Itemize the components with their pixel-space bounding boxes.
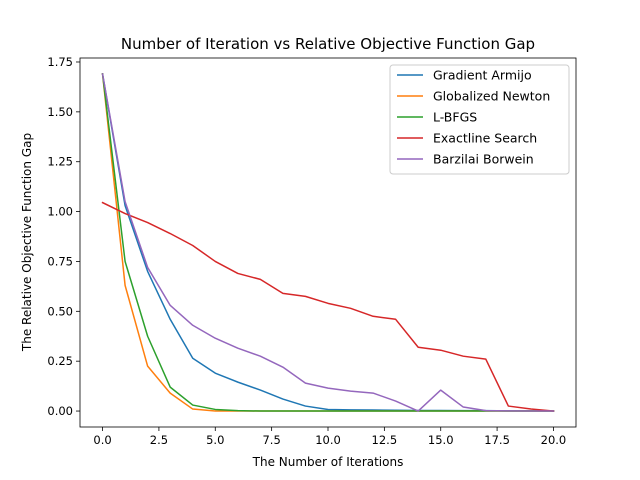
legend-label-0: Gradient Armijo bbox=[433, 68, 532, 83]
legend-label-1: Globalized Newton bbox=[433, 89, 550, 104]
y-axis-label: The Relative Objective Function Gap bbox=[20, 133, 34, 352]
series-lines bbox=[101, 73, 555, 412]
series-line-3 bbox=[101, 201, 555, 412]
legend-label-2: L-BFGS bbox=[433, 110, 477, 125]
y-tick-label: 1.75 bbox=[47, 55, 73, 69]
x-tick-label: 12.5 bbox=[372, 433, 398, 447]
y-axis-ticks: 0.00 0.25 0.50 0.75 1.00 1.25 1.50 1.75 bbox=[47, 55, 80, 418]
x-tick-label: 2.5 bbox=[150, 433, 168, 447]
x-tick-label: 0.0 bbox=[93, 433, 111, 447]
chart-title: Number of Iteration vs Relative Objectiv… bbox=[121, 35, 535, 53]
legend: Gradient Armijo Globalized Newton L-BFGS Ex… bbox=[389, 64, 570, 175]
x-tick-label: 7.5 bbox=[262, 433, 280, 447]
x-tick-label: 10.0 bbox=[315, 433, 341, 447]
x-axis-ticks: 0.0 2.5 5.0 7.5 10.0 12.5 15.0 17.5 20.0 bbox=[93, 427, 566, 447]
x-axis-label: The Number of Iterations bbox=[252, 455, 404, 469]
series-line-2 bbox=[101, 73, 555, 412]
x-tick-label: 5.0 bbox=[206, 433, 224, 447]
y-tick-label: 1.50 bbox=[47, 105, 73, 119]
x-tick-label: 15.0 bbox=[428, 433, 454, 447]
legend-label-3: Exactline Search bbox=[433, 131, 537, 146]
y-tick-label: 1.25 bbox=[47, 155, 73, 169]
series-line-4 bbox=[101, 73, 555, 412]
y-tick-label: 0.25 bbox=[47, 354, 73, 368]
x-tick-label: 17.5 bbox=[484, 433, 510, 447]
legend-frame bbox=[389, 64, 570, 175]
y-tick-label: 0.00 bbox=[47, 404, 73, 418]
y-tick-label: 0.75 bbox=[47, 254, 73, 268]
x-tick-label: 20.0 bbox=[541, 433, 567, 447]
y-tick-label: 0.50 bbox=[47, 304, 73, 318]
y-tick-label: 1.00 bbox=[47, 205, 73, 219]
legend-label-4: Barzilai Borwein bbox=[433, 152, 534, 167]
